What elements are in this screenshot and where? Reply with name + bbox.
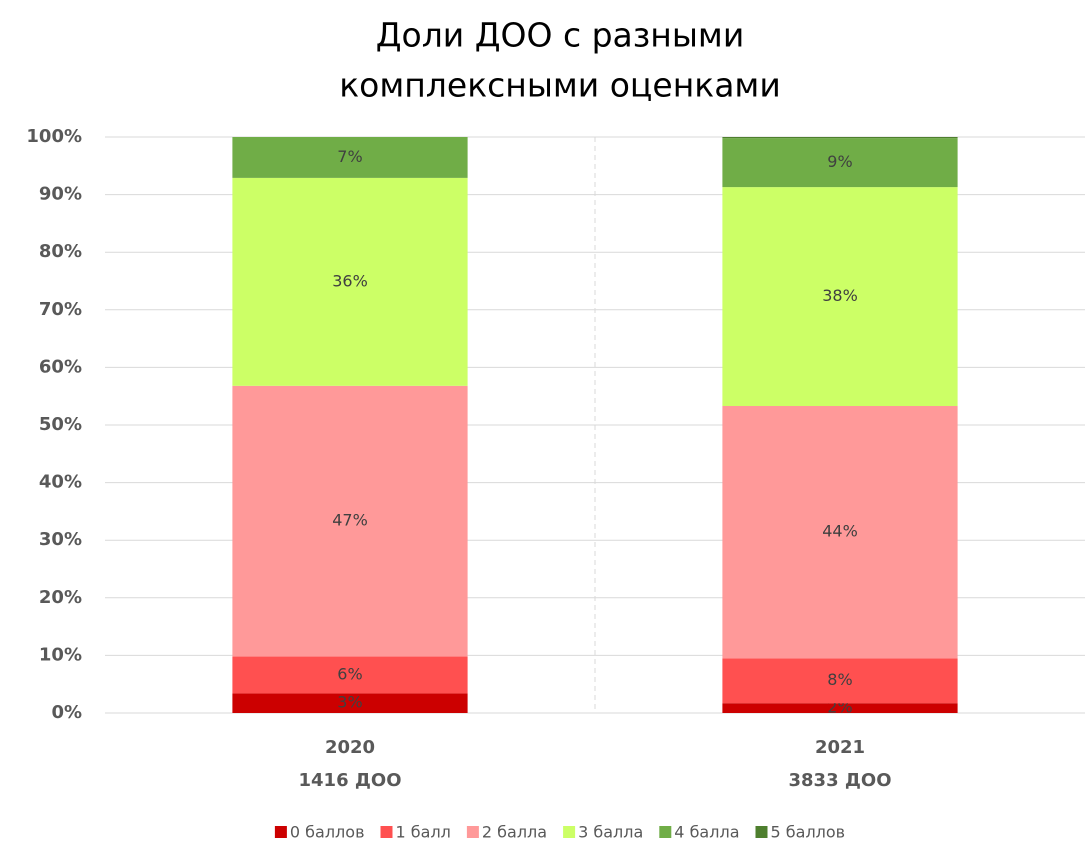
chart-title: Доли ДОО с разными [376,16,745,55]
bar-segment [722,405,958,659]
x-tick-label: 1416 ДОО [299,770,402,791]
legend-label: 0 баллов [290,823,365,842]
x-tick-label: 2021 [815,737,865,758]
legend-label: 2 балла [482,823,547,842]
bar-segment [232,137,468,178]
y-tick-label: 20% [39,587,82,608]
chart-title: комплексными оценками [339,66,781,105]
bar-segment [232,385,468,657]
y-tick-label: 70% [39,299,82,320]
data-label: 38% [822,286,858,305]
y-tick-label: 40% [39,472,82,493]
data-label: 44% [822,522,858,541]
y-tick-label: 10% [39,644,82,665]
y-tick-label: 60% [39,356,82,377]
y-tick-label: 100% [26,126,82,147]
y-tick-label: 90% [39,184,82,205]
legend-swatch [274,826,287,838]
legend-label: 5 баллов [771,823,846,842]
legend-swatch [563,826,576,838]
y-tick-label: 80% [39,241,82,262]
bar-segment [722,137,958,139]
bar-segment [232,177,468,386]
data-label: 6% [337,664,362,683]
bar-segment [232,693,468,713]
data-label: 36% [332,271,368,290]
x-tick-label: 3833 ДОО [789,770,892,791]
bar-segment [722,187,958,406]
data-label: 3% [337,693,362,712]
legend-swatch [466,826,479,838]
legend-swatch [659,826,672,838]
bar-segment [722,138,958,188]
x-tick-label: 2020 [325,737,375,758]
legend-label: 4 балла [674,823,739,842]
data-label: 9% [827,152,852,171]
y-tick-label: 50% [39,414,82,435]
legend-swatch [755,826,768,838]
legend-swatch [380,826,393,838]
legend-label: 3 балла [578,823,643,842]
data-label: 47% [332,511,368,530]
y-tick-label: 0% [51,702,82,723]
data-label: 8% [827,670,852,689]
bar-segment [722,658,958,704]
bar-segment [232,656,468,694]
bar-segment [722,703,958,713]
data-label: 7% [337,147,362,166]
y-tick-label: 30% [39,529,82,550]
legend-label: 1 балл [396,823,451,842]
